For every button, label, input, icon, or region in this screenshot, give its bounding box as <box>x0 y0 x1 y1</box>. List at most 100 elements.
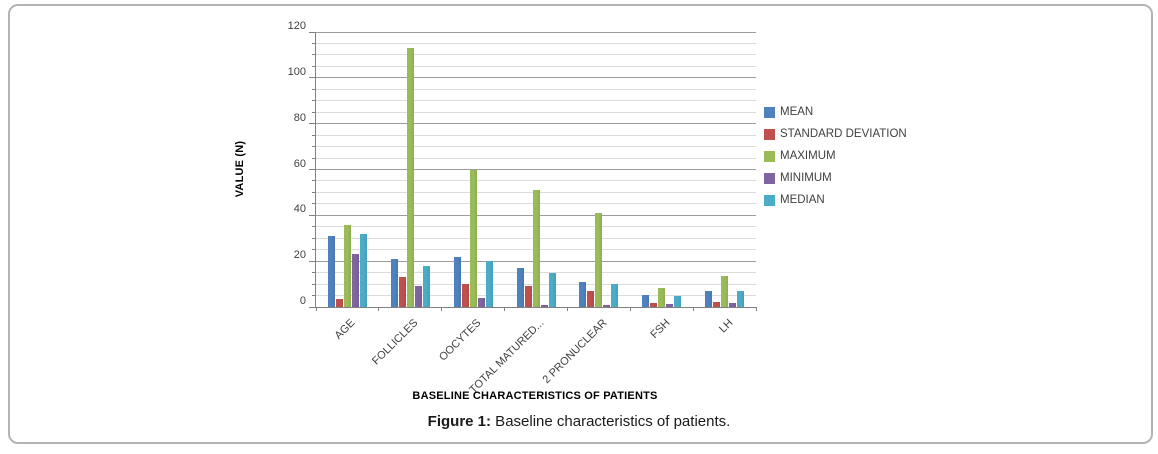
bar-median <box>485 261 493 307</box>
figure-caption-text: Baseline characteristics of patients. <box>491 413 731 430</box>
y-axis-tick-label: 20 <box>293 249 306 262</box>
legend-item-mean: MEAN <box>764 106 907 118</box>
y-axis-tick <box>312 111 316 113</box>
bar-mean <box>327 235 335 307</box>
legend-swatch <box>764 194 775 206</box>
gridline <box>316 111 756 113</box>
y-axis-tick <box>312 100 316 102</box>
y-axis-tick <box>312 54 316 56</box>
bar-standard-deviation <box>587 290 595 307</box>
gridline <box>316 169 756 170</box>
bar-mean <box>453 256 461 307</box>
bar-median <box>359 233 367 307</box>
chart-legend: MEAN STANDARD DEVIATION MAXIMUM MINIMUM MEDI… <box>764 106 907 206</box>
bar-minimum <box>603 304 611 307</box>
y-axis-tick <box>312 249 316 251</box>
gridline <box>316 157 756 159</box>
y-axis-tick <box>309 31 316 33</box>
bar-maximum <box>595 213 603 307</box>
bar-minimum <box>351 254 359 307</box>
y-axis-tick <box>309 306 316 308</box>
bar-median <box>737 291 745 307</box>
legend-item-standard-deviation: STANDARD DEVIATION <box>764 128 907 140</box>
legend-item-maximum: MAXIMUM <box>764 150 907 162</box>
legend-item-median: MEDIAN <box>764 194 907 206</box>
gridline <box>316 77 756 79</box>
x-axis-tick <box>315 307 317 311</box>
bar-maximum <box>721 275 729 307</box>
bar-standard-deviation <box>461 284 469 307</box>
legend-label: MINIMUM <box>780 172 832 184</box>
legend-swatch <box>764 128 775 140</box>
gridline <box>316 180 756 182</box>
bar-minimum <box>540 304 548 307</box>
y-axis-tick <box>312 237 316 239</box>
x-axis-title: BASELINE CHARACTERISTICS OF PATIENTS <box>412 390 658 402</box>
bar-maximum <box>532 190 540 307</box>
y-axis-tick <box>312 203 316 205</box>
legend-label: MAXIMUM <box>780 150 836 162</box>
y-axis-tick <box>312 226 316 228</box>
x-axis-tick <box>566 307 568 311</box>
x-axis-tick <box>378 307 380 311</box>
bar-median <box>674 296 682 307</box>
bar-minimum <box>666 304 674 307</box>
bar-mean <box>705 291 713 307</box>
gridline <box>316 146 756 148</box>
y-axis-tick <box>312 272 316 274</box>
bar-standard-deviation <box>713 301 721 307</box>
y-axis-tick <box>309 169 316 170</box>
gridline <box>316 88 756 90</box>
bar-maximum <box>343 224 351 307</box>
legend-swatch <box>764 150 775 162</box>
bar-median <box>422 265 430 307</box>
plot-area: 0 20 40 60 80 100 120 AGE FOLLICLES OOCYTES TOTAL … <box>288 20 757 396</box>
bar-mean <box>579 281 587 307</box>
y-axis-tick <box>312 157 316 159</box>
x-axis-tick <box>755 307 757 311</box>
y-axis-tick <box>309 260 316 262</box>
bar-maximum <box>406 48 414 307</box>
legend-item-minimum: MINIMUM <box>764 172 907 184</box>
legend-swatch <box>764 106 775 118</box>
gridline <box>316 42 756 44</box>
x-axis-tick <box>504 307 506 311</box>
legend-swatch <box>764 172 775 184</box>
y-axis-tick <box>312 283 316 285</box>
figure-caption-label: Figure 1: <box>427 413 492 430</box>
legend-label: MEAN <box>780 106 814 118</box>
bar-minimum <box>414 286 422 307</box>
gridline <box>316 134 756 136</box>
gridline <box>316 31 756 33</box>
y-axis-tick-label: 60 <box>293 157 306 170</box>
legend-label: MEDIAN <box>780 194 825 206</box>
figure-caption: Figure 1: Baseline characteristics of pa… <box>0 413 1158 430</box>
y-axis-tick <box>312 191 316 193</box>
bar-mean <box>390 258 398 307</box>
bar-minimum <box>729 303 737 307</box>
y-axis-tick <box>309 123 316 125</box>
figure-border-box <box>8 4 1153 444</box>
gridline <box>316 100 756 102</box>
x-axis-tick <box>692 307 694 311</box>
y-axis-tick <box>309 77 316 79</box>
gridline <box>316 54 756 56</box>
y-axis-tick <box>312 42 316 44</box>
y-axis-title: VALUE (N) <box>234 140 246 198</box>
bar-maximum <box>469 169 477 307</box>
y-axis-tick-label: 80 <box>293 111 306 124</box>
bar-standard-deviation <box>650 302 658 307</box>
gridline <box>316 65 756 67</box>
x-axis-tick <box>441 307 443 311</box>
bar-maximum <box>658 287 666 307</box>
y-axis-tick <box>312 295 316 297</box>
y-axis-tick-label: 0 <box>299 295 306 307</box>
y-axis-tick-label: 100 <box>287 65 306 78</box>
y-axis-tick-label: 40 <box>293 203 306 216</box>
y-axis-tick <box>312 88 316 90</box>
bar-mean <box>642 294 650 307</box>
bar-standard-deviation <box>398 277 406 307</box>
gridline <box>316 123 756 125</box>
y-axis-tick-label: 120 <box>287 20 306 32</box>
